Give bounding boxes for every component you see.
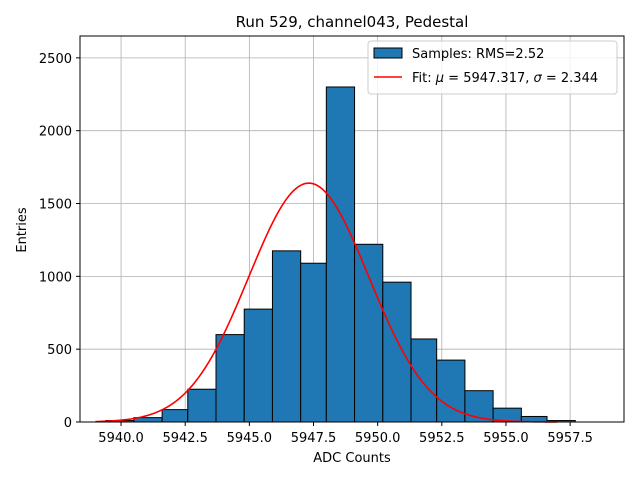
histogram-bar — [325, 86, 356, 423]
x-tick-label: 5947.5 — [291, 431, 337, 446]
histogram-bar — [354, 243, 384, 423]
histogram-bars — [105, 86, 576, 423]
y-tick-label: 500 — [47, 343, 72, 358]
histogram-bar — [161, 409, 189, 423]
histogram-bar — [464, 390, 494, 423]
histogram-bar — [382, 281, 412, 423]
legend-samples-swatch — [373, 47, 403, 59]
histogram-bar — [271, 250, 302, 423]
legend-box — [367, 40, 618, 95]
histogram-bar — [300, 262, 327, 423]
x-tick-label: 5957.5 — [547, 431, 593, 446]
legend-fit-label: Fit: μ = 5947.317, σ = 2.344 — [412, 71, 598, 86]
histogram-bar — [243, 308, 273, 423]
histogram-bar — [410, 338, 438, 423]
gaussian-fit — [95, 182, 558, 423]
x-tick-label: 5950.0 — [355, 431, 401, 446]
y-axis-ticks: 0 500 1000 1500 2000 2500 — [39, 52, 80, 431]
y-tick-label: 1500 — [39, 198, 72, 213]
legend-samples-label: Samples: RMS=2.52 — [412, 47, 544, 62]
y-tick-label: 1000 — [39, 270, 72, 285]
x-tick-label: 5955.0 — [483, 431, 529, 446]
gaussian-fit-curve — [95, 182, 558, 423]
axes-frame — [79, 35, 625, 423]
histogram-bar — [187, 388, 217, 423]
x-axis-ticks: 5940.0 5942.5 5945.0 5947.5 5950.0 5952.5 5955… — [98, 422, 593, 446]
x-tick-label: 5945.0 — [227, 431, 273, 446]
chart-title: Run 529, channel043, Pedestal — [236, 13, 469, 31]
y-tick-label: 2000 — [39, 125, 72, 140]
x-tick-label: 5952.5 — [419, 431, 465, 446]
histogram-bar — [215, 334, 245, 423]
x-axis-label: ADC Counts — [313, 451, 391, 466]
y-axis-label: Entries — [15, 207, 30, 253]
legend: Samples: RMS=2.52 Fit: μ = 5947.317, σ =… — [367, 40, 618, 95]
x-tick-label: 5942.5 — [162, 431, 208, 446]
y-tick-label: 0 — [64, 416, 72, 431]
x-tick-label: 5940.0 — [98, 431, 144, 446]
y-tick-label: 2500 — [39, 52, 72, 67]
